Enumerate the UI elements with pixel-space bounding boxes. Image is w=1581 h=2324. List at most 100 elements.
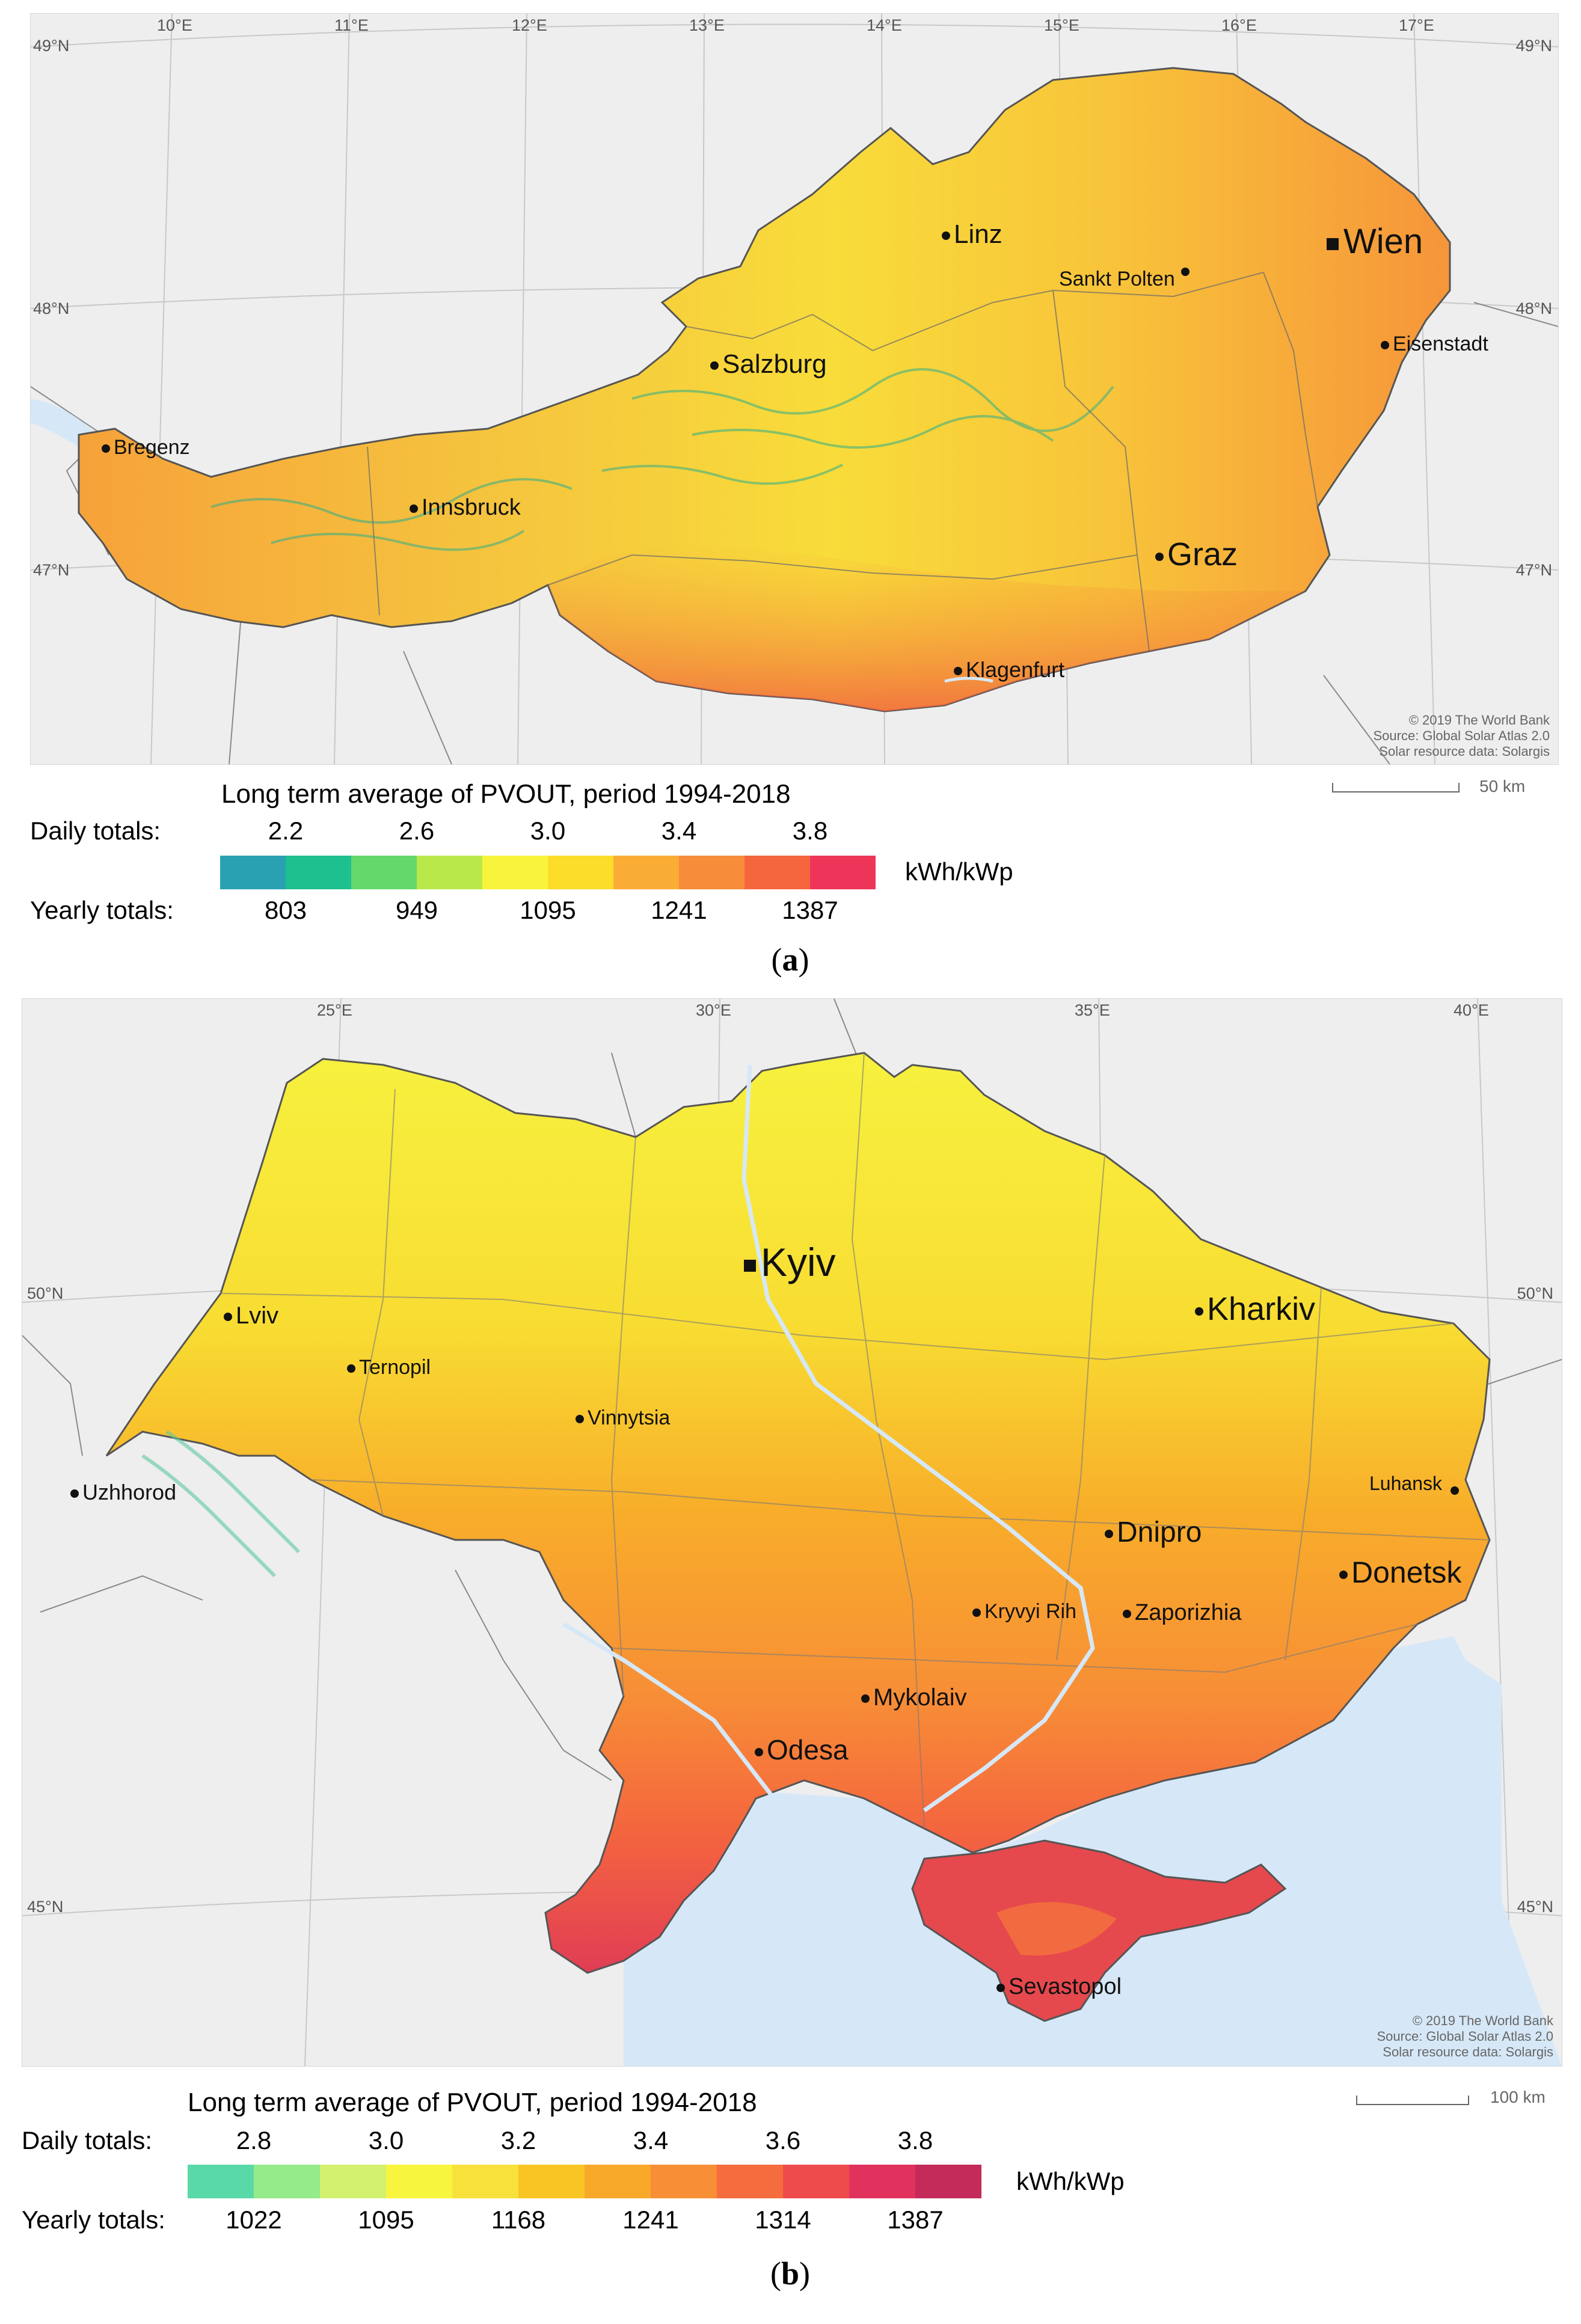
coord-left-50n: 50°N bbox=[27, 1284, 64, 1302]
panel-a: 10°E 11°E 12°E 13°E 14°E 15°E 16°E 17°E … bbox=[0, 0, 1581, 998]
coord-top-25e: 25°E bbox=[317, 1001, 352, 1019]
city-sevastopol: Sevastopol bbox=[996, 1974, 1122, 2000]
legend-yearly-value: 1241 bbox=[622, 2206, 679, 2234]
coord-top-16e: 16°E bbox=[1221, 16, 1257, 34]
coord-left-49n: 49°N bbox=[33, 37, 70, 55]
legend-color-swatch bbox=[849, 2165, 915, 2198]
city-lviv: Lviv bbox=[224, 1302, 278, 1329]
city-uzhhorod: Uzhhorod bbox=[70, 1480, 176, 1505]
legend-yearly-value: 1387 bbox=[887, 2206, 944, 2234]
legend-yearly-value: 1095 bbox=[358, 2206, 414, 2234]
map-credits: © 2019 The World Bank Source: Global Sol… bbox=[1377, 2013, 1554, 2060]
ukraine-shape bbox=[105, 1052, 1491, 1974]
city-linz: Linz bbox=[942, 219, 1002, 250]
city-dnipro: Dnipro bbox=[1105, 1516, 1202, 1549]
coord-top-10e: 10°E bbox=[157, 16, 192, 34]
city-marker-icon bbox=[70, 1489, 79, 1498]
city-marker-icon bbox=[576, 1415, 584, 1424]
legend-color-ramp bbox=[220, 856, 876, 889]
legend-daily-value: 2.2 bbox=[268, 817, 304, 845]
city-salzburg: Salzburg bbox=[710, 349, 827, 379]
city-marker-icon bbox=[1195, 1307, 1203, 1316]
legend-color-swatch bbox=[351, 856, 417, 889]
legend-yearly-value: 803 bbox=[264, 896, 307, 924]
coord-left-45n: 45°N bbox=[27, 1898, 64, 1916]
city-marker-icon bbox=[954, 667, 962, 676]
legend-color-swatch bbox=[679, 856, 744, 889]
legend-daily-value: 3.2 bbox=[500, 2126, 536, 2154]
credit-line: Source: Global Solar Atlas 2.0 bbox=[1377, 2029, 1554, 2044]
city-donetsk: Donetsk bbox=[1339, 1555, 1461, 1590]
city-marker-icon bbox=[710, 361, 719, 370]
legend-daily-value: 3.4 bbox=[633, 2126, 669, 2154]
legend-daily-value: 3.6 bbox=[765, 2126, 801, 2154]
coord-right-47n: 47°N bbox=[1515, 561, 1552, 579]
legend-daily-value: 2.6 bbox=[399, 817, 435, 845]
legend-yearly-value: 1241 bbox=[651, 896, 707, 924]
city-odesa: Odesa bbox=[755, 1734, 849, 1766]
coord-right-45n: 45°N bbox=[1517, 1898, 1553, 1916]
legend-color-swatch bbox=[320, 2165, 386, 2198]
scale-bar bbox=[1356, 2096, 1469, 2105]
legend-yearly-value: 1168 bbox=[491, 2206, 546, 2234]
legend-unit: kWh/kWp bbox=[1016, 2167, 1125, 2195]
legend-color-swatch bbox=[651, 2165, 717, 2198]
austria-map-graphic bbox=[31, 14, 1558, 764]
coord-top-13e: 13°E bbox=[689, 16, 725, 34]
coord-top-11e: 11°E bbox=[334, 16, 369, 34]
legend-daily-label: Daily totals: bbox=[22, 2126, 153, 2154]
legend-color-swatch bbox=[783, 2165, 849, 2198]
legend-daily-value: 2.8 bbox=[236, 2126, 272, 2154]
legend-yearly-value: 1314 bbox=[755, 2206, 811, 2234]
city-marker-icon bbox=[1123, 1609, 1131, 1618]
credit-line: Solar resource data: Solargis bbox=[1383, 2044, 1553, 2059]
city-marker-icon bbox=[1105, 1530, 1113, 1539]
legend-daily-value: 3.4 bbox=[661, 817, 697, 845]
coord-top-30e: 30°E bbox=[696, 1001, 731, 1019]
capital-marker-icon bbox=[744, 1259, 756, 1272]
city-marker-icon bbox=[996, 1983, 1005, 1992]
legend-yearly-label: Yearly totals: bbox=[22, 2206, 165, 2234]
caption-a: (a) bbox=[771, 942, 809, 978]
legend-color-swatch bbox=[744, 856, 810, 889]
city-vinnytsia: Vinnytsia bbox=[576, 1406, 670, 1430]
city-graz: Graz bbox=[1155, 536, 1238, 573]
scale-bar bbox=[1332, 783, 1460, 793]
legend-title: Long term average of PVOUT, period 1994-… bbox=[221, 779, 791, 809]
legend-color-swatch bbox=[254, 2165, 320, 2198]
legend-color-swatch bbox=[452, 2165, 518, 2198]
legend-daily-value: 3.0 bbox=[368, 2126, 404, 2154]
legend-daily-label: Daily totals: bbox=[30, 817, 161, 845]
legend-daily-value: 3.8 bbox=[897, 2126, 933, 2154]
credit-line: © 2019 The World Bank bbox=[1412, 2013, 1553, 2028]
city-sankt-polten: Sankt Polten bbox=[1059, 268, 1193, 291]
legend-color-swatch bbox=[810, 856, 876, 889]
city-kharkiv: Kharkiv bbox=[1195, 1290, 1315, 1328]
coord-right-50n: 50°N bbox=[1517, 1284, 1553, 1302]
legend-color-ramp bbox=[188, 2165, 981, 2198]
city-kryvyi-rih: Kryvyi Rih bbox=[972, 1600, 1076, 1623]
city-marker-icon bbox=[1339, 1570, 1348, 1579]
coord-top-17e: 17°E bbox=[1399, 16, 1434, 34]
city-zaporizhia: Zaporizhia bbox=[1123, 1600, 1241, 1626]
panel-b: 25°E 30°E 35°E 40°E 50°N 45°N 50°N 45°N … bbox=[0, 998, 1581, 2324]
map-credits: © 2019 The World Bank Source: Global Sol… bbox=[1374, 713, 1550, 759]
credit-line: Source: Global Solar Atlas 2.0 bbox=[1373, 728, 1550, 743]
rivers bbox=[562, 1064, 1095, 1812]
legend-color-swatch bbox=[717, 2165, 783, 2198]
alpine-texture bbox=[210, 368, 1114, 551]
austria-shape bbox=[78, 67, 1451, 713]
austria-map: 10°E 11°E 12°E 13°E 14°E 15°E 16°E 17°E … bbox=[30, 13, 1559, 765]
city-marker-icon bbox=[1450, 1486, 1459, 1495]
ukraine-map: 25°E 30°E 35°E 40°E 50°N 45°N 50°N 45°N … bbox=[22, 998, 1562, 2067]
coord-top-35e: 35°E bbox=[1075, 1001, 1110, 1019]
legend-color-swatch bbox=[915, 2165, 981, 2198]
credit-line: © 2019 The World Bank bbox=[1408, 713, 1550, 728]
crimea-interior-tint bbox=[996, 1902, 1117, 1956]
city-innsbruck: Innsbruck bbox=[410, 495, 521, 521]
ukraine-map-graphic bbox=[22, 999, 1562, 2066]
city-marker-icon bbox=[1381, 341, 1389, 350]
city-kyiv: Kyiv bbox=[744, 1239, 836, 1285]
legend-yearly-value: 1022 bbox=[226, 2206, 282, 2234]
city-luhansk: Luhansk bbox=[1369, 1473, 1463, 1495]
